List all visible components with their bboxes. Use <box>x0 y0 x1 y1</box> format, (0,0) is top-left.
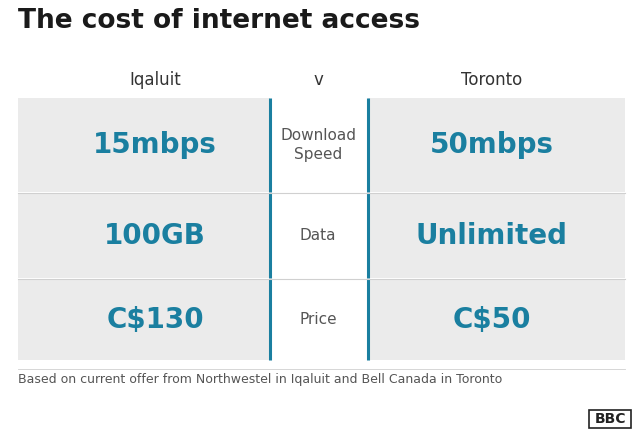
Bar <box>270 98 368 192</box>
Text: Based on current offer from Northwestel in Iqaluit and Bell Canada in Toronto: Based on current offer from Northwestel … <box>18 373 502 386</box>
Text: 15mbps: 15mbps <box>93 131 217 159</box>
Text: 100GB: 100GB <box>104 221 206 250</box>
Text: C$130: C$130 <box>106 306 204 333</box>
Text: Price: Price <box>299 312 337 327</box>
Text: C$50: C$50 <box>452 306 531 333</box>
Text: Download
Speed: Download Speed <box>280 128 356 162</box>
Bar <box>18 193 270 278</box>
Bar <box>368 279 625 360</box>
Text: Unlimited: Unlimited <box>416 221 568 250</box>
Bar <box>18 279 270 360</box>
Bar <box>270 193 368 278</box>
Text: The cost of internet access: The cost of internet access <box>18 8 420 34</box>
Text: v: v <box>313 71 323 89</box>
Text: Iqaluit: Iqaluit <box>129 71 181 89</box>
Text: BBC: BBC <box>595 412 626 426</box>
Bar <box>368 98 625 192</box>
Text: 50mbps: 50mbps <box>430 131 554 159</box>
Bar <box>589 410 631 428</box>
Bar <box>270 279 368 360</box>
Bar <box>368 193 625 278</box>
Text: Toronto: Toronto <box>461 71 523 89</box>
Bar <box>18 98 270 192</box>
Text: Data: Data <box>300 228 336 243</box>
